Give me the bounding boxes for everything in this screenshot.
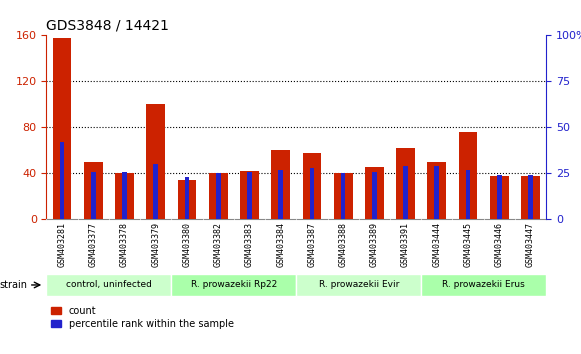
Text: GSM403383: GSM403383 bbox=[245, 222, 254, 267]
Bar bbox=[247, 172, 252, 219]
Bar bbox=[396, 148, 415, 219]
Bar bbox=[528, 175, 533, 219]
Text: GDS3848 / 14421: GDS3848 / 14421 bbox=[46, 19, 169, 33]
Bar bbox=[84, 162, 103, 219]
Text: control, uninfected: control, uninfected bbox=[66, 280, 152, 290]
Bar bbox=[278, 170, 283, 219]
Text: GSM403378: GSM403378 bbox=[120, 222, 129, 267]
Bar bbox=[216, 173, 221, 219]
Bar bbox=[459, 132, 478, 219]
Text: R. prowazekii Erus: R. prowazekii Erus bbox=[442, 280, 525, 290]
Bar bbox=[466, 170, 471, 219]
Bar bbox=[497, 175, 501, 219]
Text: GSM403377: GSM403377 bbox=[89, 222, 98, 267]
Text: R. prowazekii Evir: R. prowazekii Evir bbox=[318, 280, 399, 290]
Bar bbox=[333, 173, 353, 219]
Bar bbox=[240, 171, 259, 219]
Bar bbox=[271, 150, 290, 219]
Bar bbox=[435, 166, 439, 219]
Bar bbox=[91, 172, 96, 219]
Text: GSM403447: GSM403447 bbox=[526, 222, 535, 267]
Text: GSM403387: GSM403387 bbox=[307, 222, 317, 267]
Text: GSM403380: GSM403380 bbox=[182, 222, 192, 267]
FancyBboxPatch shape bbox=[296, 274, 421, 296]
Text: GSM403388: GSM403388 bbox=[339, 222, 347, 267]
FancyBboxPatch shape bbox=[46, 274, 171, 296]
Bar bbox=[403, 166, 408, 219]
Text: GSM403446: GSM403446 bbox=[495, 222, 504, 267]
Bar bbox=[53, 38, 71, 219]
Text: GSM403382: GSM403382 bbox=[214, 222, 223, 267]
Legend: count, percentile rank within the sample: count, percentile rank within the sample bbox=[51, 306, 234, 329]
Text: GSM403391: GSM403391 bbox=[401, 222, 410, 267]
Bar bbox=[146, 104, 165, 219]
Bar bbox=[341, 173, 346, 219]
Bar bbox=[122, 172, 127, 219]
Text: GSM403445: GSM403445 bbox=[464, 222, 472, 267]
Text: GSM403384: GSM403384 bbox=[276, 222, 285, 267]
Text: GSM403444: GSM403444 bbox=[432, 222, 442, 267]
Bar bbox=[209, 173, 228, 219]
Text: R. prowazekii Rp22: R. prowazekii Rp22 bbox=[191, 280, 277, 290]
Bar bbox=[153, 164, 158, 219]
Text: GSM403379: GSM403379 bbox=[151, 222, 160, 267]
Bar bbox=[428, 162, 446, 219]
Bar bbox=[178, 181, 196, 219]
Text: GSM403281: GSM403281 bbox=[58, 222, 67, 267]
Text: GSM403389: GSM403389 bbox=[370, 222, 379, 267]
Bar bbox=[310, 168, 314, 219]
Bar bbox=[372, 172, 376, 219]
Bar bbox=[185, 177, 189, 219]
Bar bbox=[521, 176, 540, 219]
Bar bbox=[115, 173, 134, 219]
Text: strain: strain bbox=[0, 280, 28, 290]
Bar bbox=[303, 153, 321, 219]
FancyBboxPatch shape bbox=[171, 274, 296, 296]
Bar bbox=[365, 166, 383, 219]
Bar bbox=[60, 142, 64, 219]
FancyBboxPatch shape bbox=[421, 274, 546, 296]
Bar bbox=[490, 176, 509, 219]
